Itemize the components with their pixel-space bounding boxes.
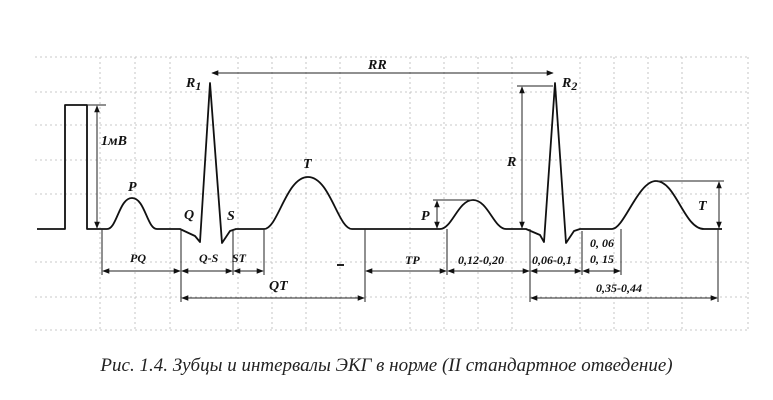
t-amp-label: T [698, 199, 708, 214]
st-duration-label-2: 0, 15 [590, 252, 614, 266]
s-label: S [227, 209, 235, 224]
r-amp-label: R [506, 155, 516, 170]
qt-label: QT [269, 279, 289, 294]
mv-label: 1мВ [101, 134, 127, 149]
t-wave-label-1: T [303, 157, 313, 172]
calibration-pulse [37, 104, 100, 230]
r1-label: R1 [185, 76, 201, 93]
tp-label: TP [405, 253, 420, 267]
qrs-duration-label: 0,06-0,1 [532, 253, 572, 267]
p-duration-label: 0,12-0,20 [458, 253, 504, 267]
st-duration-label-1: 0, 06 [590, 236, 614, 250]
r2-label: R2 [561, 76, 577, 93]
st-label: ST [232, 251, 247, 265]
ecg-trace [100, 82, 722, 244]
pq-label: PQ [130, 251, 146, 265]
p-amp-label: P [421, 209, 430, 224]
p-wave-label-1: P [128, 180, 137, 195]
qt-duration-label: 0,35-0,44 [596, 281, 642, 295]
grid [35, 56, 750, 331]
figure-caption: Рис. 1.4. Зубцы и интервалы ЭКГ в норме … [100, 355, 673, 376]
rr-label: RR [367, 58, 387, 73]
q-label: Q [184, 208, 194, 223]
qs-label: Q-S [199, 251, 219, 265]
